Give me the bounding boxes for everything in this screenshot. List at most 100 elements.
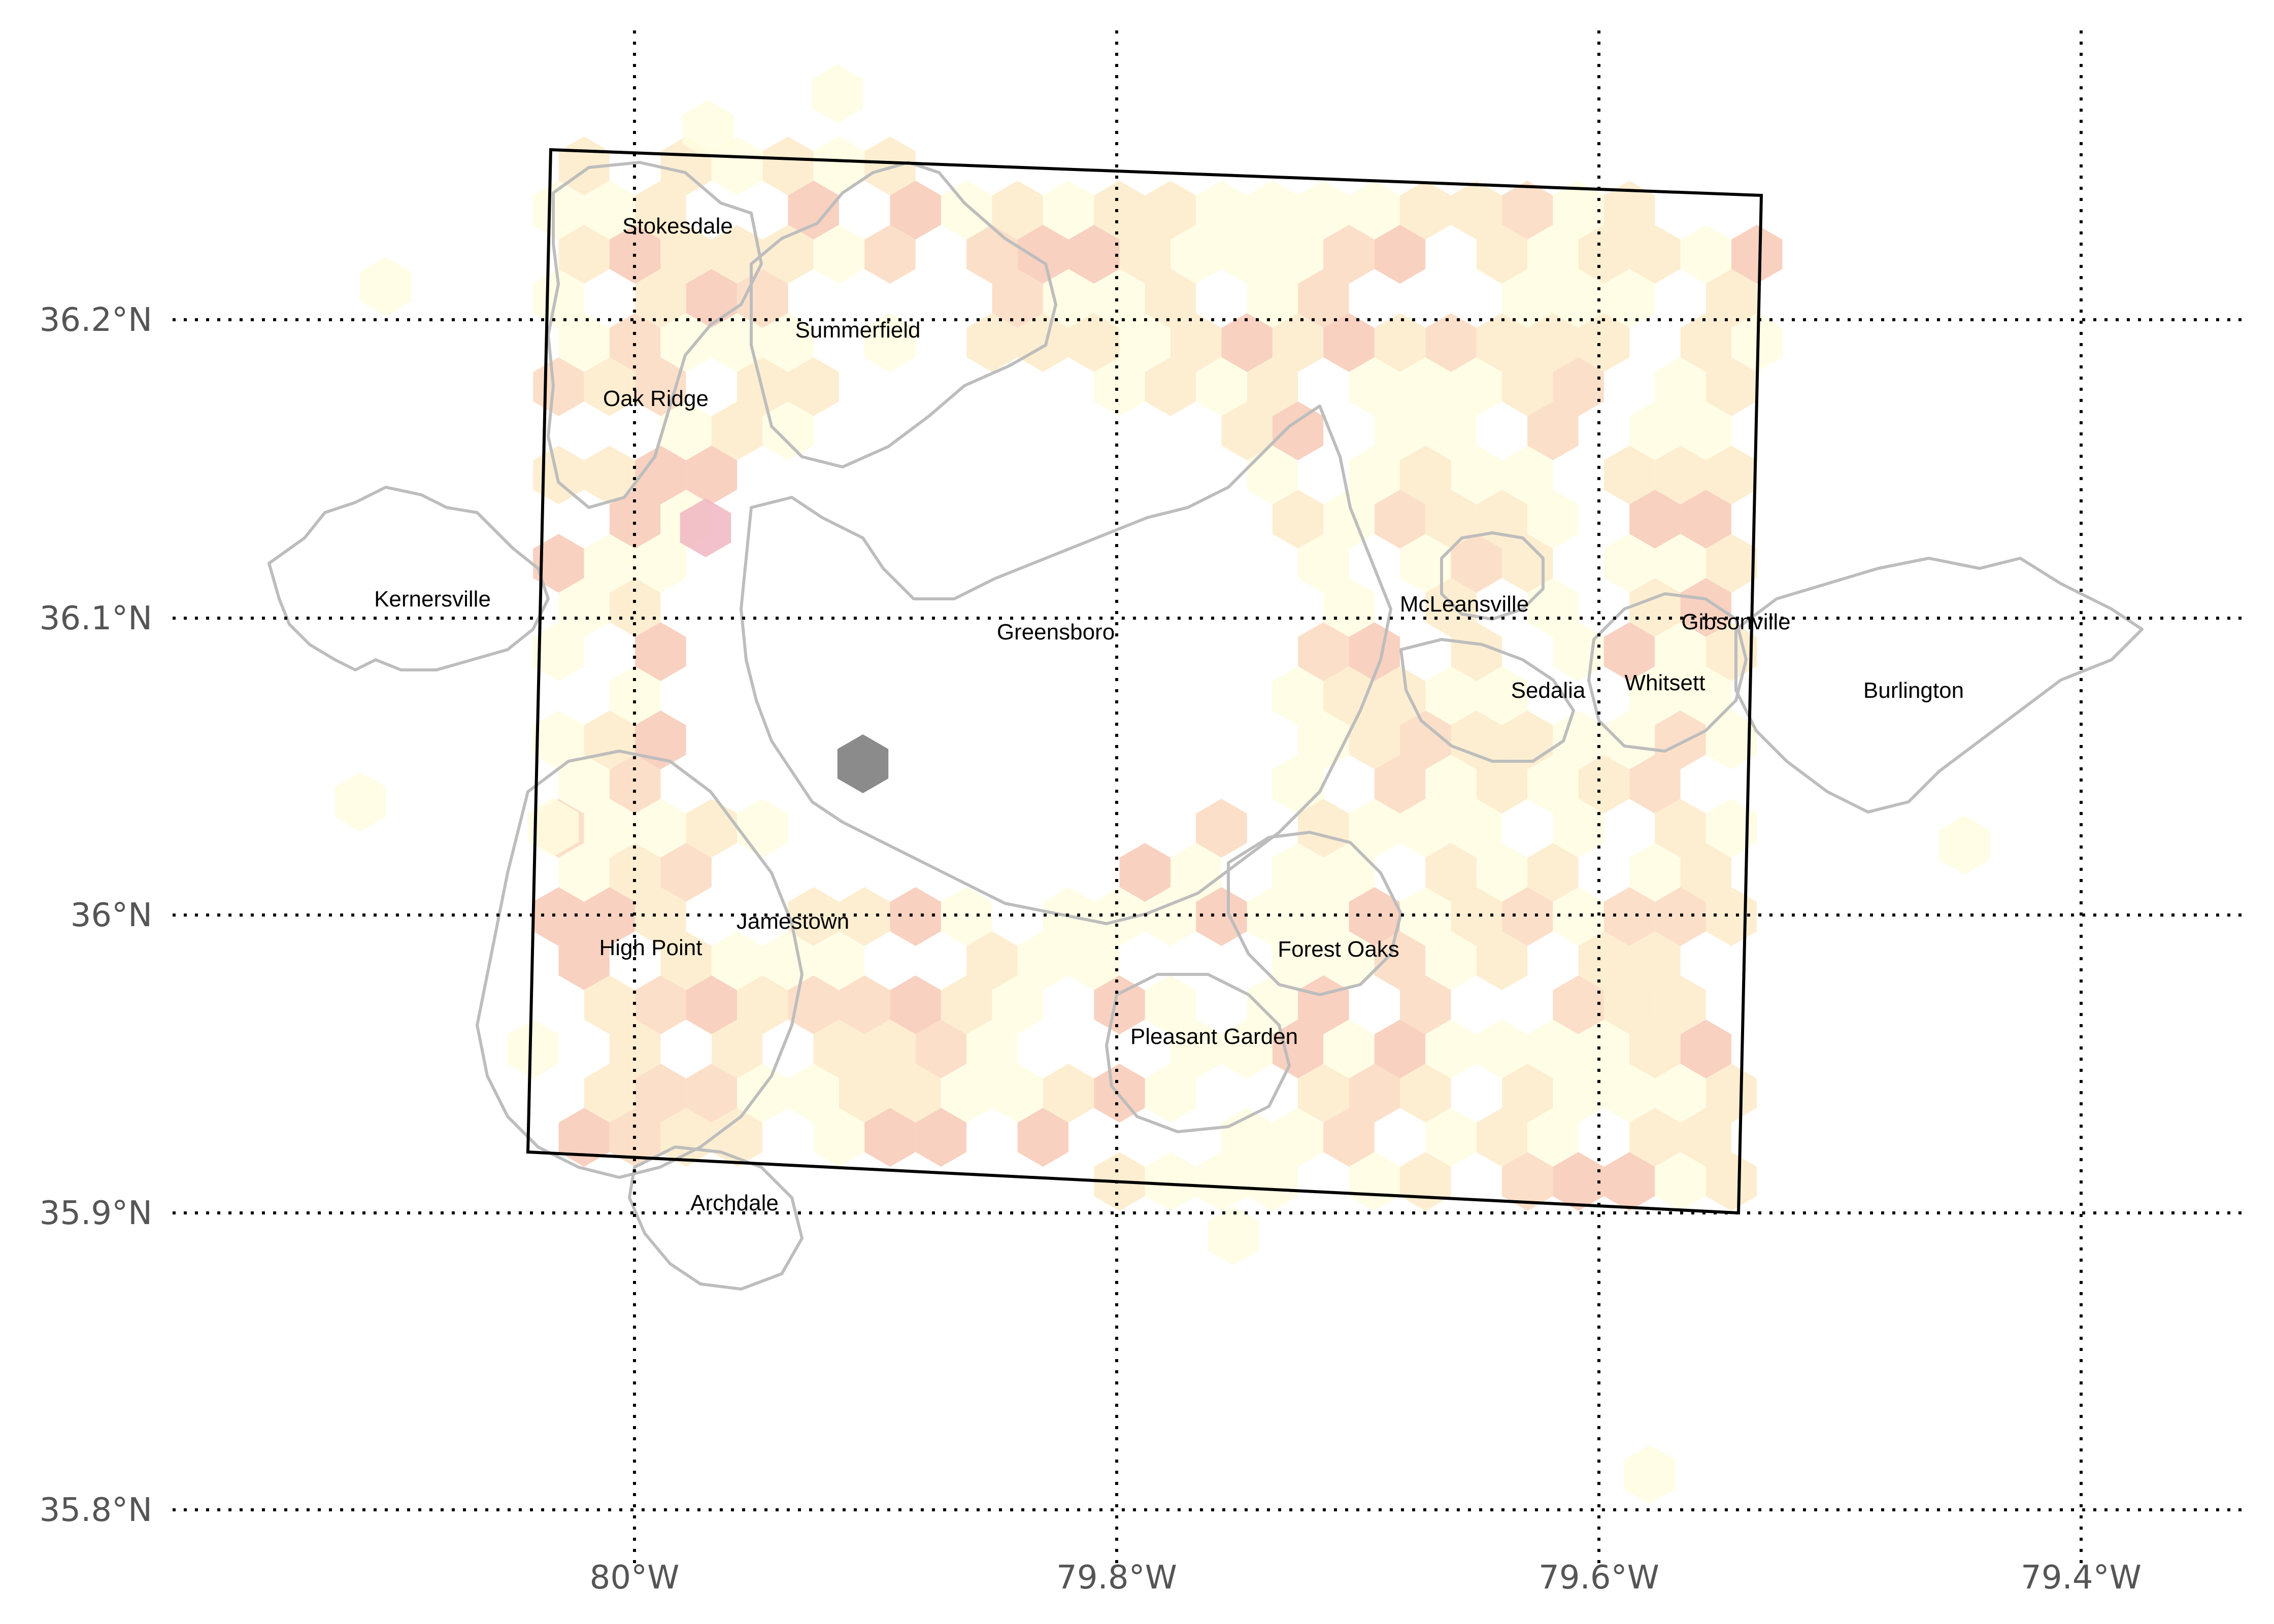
hex-bin xyxy=(864,1108,916,1167)
hex-bin xyxy=(660,401,712,460)
hex-bin xyxy=(1145,887,1196,946)
hex-bin xyxy=(1603,1064,1655,1123)
longitude-tick-labels: 80°W 79.8°W 79.6°W 79.4°W xyxy=(590,1559,2142,1597)
hex-bin xyxy=(1706,357,1757,416)
hex-bin xyxy=(1655,622,1706,681)
hex-bin xyxy=(1603,181,1655,240)
hex-bin xyxy=(508,1020,559,1078)
hex-bin xyxy=(813,1108,865,1167)
hex-bin xyxy=(1680,313,1731,372)
hex-bin xyxy=(558,578,610,637)
hex-bin xyxy=(1247,975,1298,1034)
hex-bin xyxy=(635,269,686,328)
hex-bin xyxy=(1247,446,1298,504)
hex-bin xyxy=(558,931,610,990)
hex-bin xyxy=(1629,490,1681,549)
hex-bin xyxy=(635,799,686,858)
hex-bin xyxy=(1624,1445,1676,1504)
hex-bin xyxy=(1425,578,1477,637)
hex-bin xyxy=(1349,622,1400,681)
hex-bin xyxy=(1603,887,1655,946)
hex-bin xyxy=(1272,1020,1324,1078)
hex-bin xyxy=(1655,1152,1706,1211)
hex-bin xyxy=(1655,446,1706,504)
hex-bin xyxy=(1501,357,1553,416)
hex-bin xyxy=(813,931,865,990)
kernersville-boundary xyxy=(267,486,550,671)
hex-bin xyxy=(813,137,865,195)
hex-bin xyxy=(1145,269,1196,328)
hex-bin xyxy=(737,1064,788,1123)
hex-bin xyxy=(1629,843,1681,902)
hex-bin xyxy=(660,313,712,372)
hex-bin xyxy=(864,137,916,195)
hex-bin xyxy=(584,446,636,504)
hex-bin xyxy=(762,313,814,372)
hex-bin xyxy=(558,1108,610,1167)
hex-bin xyxy=(1553,181,1604,240)
hex-bin xyxy=(1400,799,1451,858)
hex-bin xyxy=(839,887,890,946)
hex-bin xyxy=(1706,710,1757,769)
hex-bin xyxy=(1017,931,1068,990)
hex-bin xyxy=(1298,1064,1349,1123)
place-label-sedalia: Sedalia xyxy=(1511,678,1586,703)
hex-bin xyxy=(1298,269,1349,328)
hex-bin xyxy=(1527,843,1579,902)
hex-bin xyxy=(1603,1152,1655,1211)
hex-bin xyxy=(1501,887,1553,946)
hex-bin xyxy=(1476,313,1528,372)
hex-bin xyxy=(660,931,712,990)
place-label-kernersville: Kernersville xyxy=(374,587,491,612)
hex-bin xyxy=(1706,1064,1757,1123)
hex-bin xyxy=(635,181,686,240)
hex-bin xyxy=(1068,225,1120,284)
hex-bin xyxy=(584,534,636,593)
hex-bin xyxy=(1938,816,1990,874)
hex-bin xyxy=(1578,755,1630,814)
hex-bin xyxy=(1476,1020,1528,1078)
hex-bin xyxy=(1476,666,1528,725)
hex-bin xyxy=(686,975,738,1034)
lat-tick-35-8: 35.8°N xyxy=(40,1492,152,1529)
hex-bin xyxy=(635,1064,686,1123)
archdale-boundary xyxy=(628,1145,804,1291)
hex-bin xyxy=(635,975,686,1034)
hex-bin xyxy=(682,100,734,159)
hex-bin xyxy=(1196,357,1247,416)
hex-bin xyxy=(660,843,712,902)
hex-bin xyxy=(1145,1152,1196,1211)
hex-bin xyxy=(1451,710,1502,769)
hex-bin xyxy=(686,799,738,858)
hex-bin xyxy=(1017,225,1068,284)
hex-bin xyxy=(686,446,738,504)
hex-bin xyxy=(1476,931,1528,990)
hex-bin xyxy=(635,446,686,504)
hex-bin xyxy=(1553,799,1604,858)
hex-bin xyxy=(788,887,839,946)
hex-bin xyxy=(1451,181,1502,240)
hex-bin xyxy=(1017,313,1068,372)
hex-bin xyxy=(1527,313,1579,372)
hex-bin xyxy=(1374,225,1426,284)
hex-bin xyxy=(890,887,941,946)
hex-bin xyxy=(1680,1020,1731,1078)
hex-bin xyxy=(1043,181,1094,240)
hex-bin xyxy=(1349,799,1400,858)
hex-bin xyxy=(1680,401,1731,460)
hex-bin xyxy=(1272,843,1324,902)
hex-bin xyxy=(1501,446,1553,504)
hex-bin xyxy=(1171,313,1222,372)
hex-bin xyxy=(1247,1152,1298,1211)
place-label-burlington: Burlington xyxy=(1863,678,1964,703)
lon-tick-79-6: 79.6°W xyxy=(1539,1559,1659,1597)
hex-bin xyxy=(788,357,839,416)
hex-bin xyxy=(1527,225,1579,284)
hex-bin xyxy=(609,666,661,725)
hex-bin xyxy=(533,887,584,946)
hex-bin xyxy=(1349,887,1400,946)
hex-bin xyxy=(1400,1064,1451,1123)
hex-bin xyxy=(1374,313,1426,372)
hex-bin xyxy=(1731,225,1783,284)
